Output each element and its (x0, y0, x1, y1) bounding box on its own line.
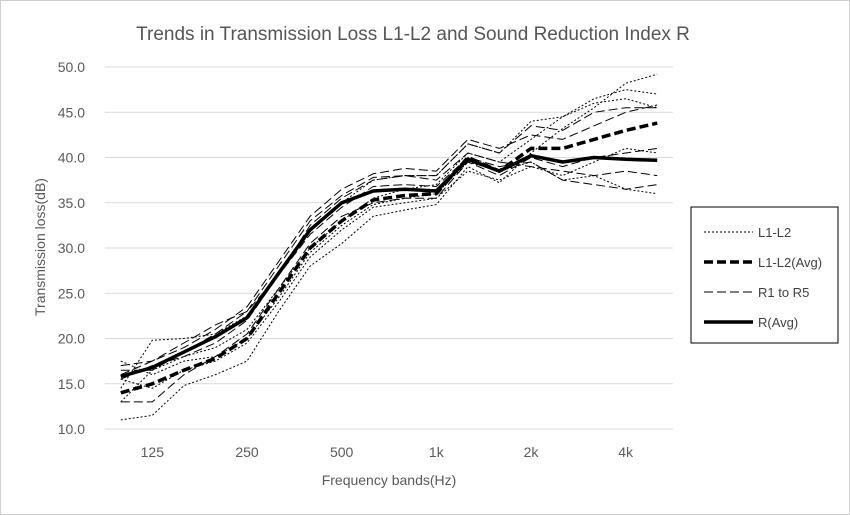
x-tick-1k: 1k (429, 444, 445, 460)
series-line-l1-l2-3 (120, 147, 658, 389)
chart-title: Trends in Transmission Loss L1-L2 and So… (136, 24, 690, 45)
y-tick-25.0: 25.0 (58, 285, 85, 301)
legend-entries: L1-L2 L1-L2(Avg) R1 to R5 R(Avg) (704, 225, 822, 330)
gridlines (105, 66, 673, 430)
series-lines (120, 73, 658, 421)
y-tick-35.0: 35.0 (58, 195, 85, 211)
x-tick-4k: 4k (618, 444, 634, 460)
series-line-r-avg--11 (120, 153, 658, 379)
y-tick-10.0: 10.0 (58, 421, 85, 437)
series-line-r1-to-r5-9 (120, 152, 658, 371)
legend-label-3: R(Avg) (758, 315, 798, 330)
legend-label-2: R1 to R5 (758, 285, 809, 300)
y-tick-40.0: 40.0 (58, 150, 85, 166)
series-line-r1-to-r5-7 (120, 107, 658, 380)
x-axis-label: Frequency bands(Hz) (322, 472, 457, 488)
x-tick-125: 125 (141, 444, 165, 460)
y-tick-45.0: 45.0 (58, 104, 85, 120)
y-axis-label: Transmission loss(dB) (32, 178, 48, 316)
y-tick-20.0: 20.0 (58, 331, 85, 347)
series-line-l1-l2-2 (120, 89, 658, 389)
x-tick-labels: 125 250 500 1k 2k 4k (141, 444, 634, 460)
x-tick-2k: 2k (524, 444, 540, 460)
series-line-l1-l2-1 (120, 98, 658, 403)
y-tick-30.0: 30.0 (58, 240, 85, 256)
series-line-l1-l2-0 (120, 73, 658, 421)
y-tick-15.0: 15.0 (58, 376, 85, 392)
legend: L1-L2 L1-L2(Avg) R1 to R5 R(Avg) (690, 206, 839, 344)
legend-label-0: L1-L2 (758, 225, 791, 240)
x-tick-250: 250 (235, 444, 259, 460)
legend-label-1: L1-L2(Avg) (758, 255, 822, 270)
x-tick-500: 500 (330, 444, 354, 460)
series-line-r1-to-r5-10 (120, 157, 658, 367)
y-tick-labels: 10.0 15.0 20.0 25.0 30.0 35.0 40.0 45.0 50.0 (58, 59, 85, 437)
series-line-r1-to-r5-8 (120, 104, 658, 376)
y-tick-50.0: 50.0 (58, 59, 85, 75)
series-line-l1-l2-avg--5 (120, 121, 658, 395)
